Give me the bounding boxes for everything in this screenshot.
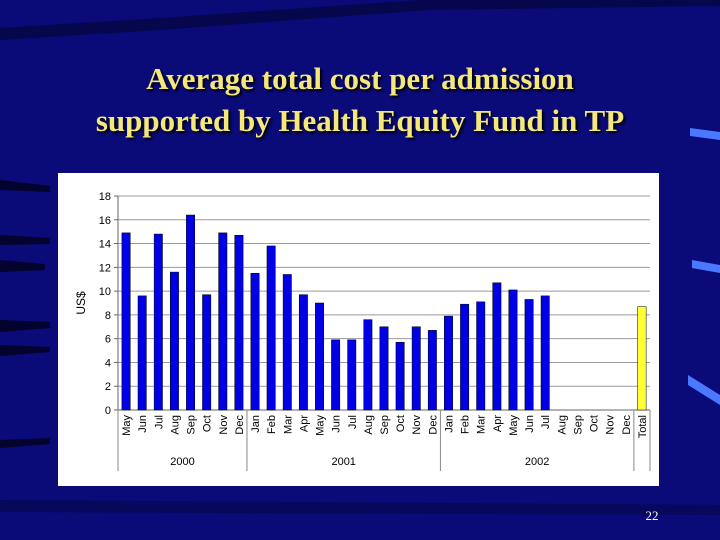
x-tick-label: Jun xyxy=(137,415,149,433)
x-tick-label: Apr xyxy=(492,415,504,432)
y-axis-label: US$ xyxy=(74,291,88,315)
y-tick-label: 0 xyxy=(105,405,111,417)
chart-panel: 0 2 4 6 8 10 12 14 16 18 US$ May Jun Jul Aug Sep Oct Nov D… xyxy=(58,173,659,486)
bar xyxy=(282,274,292,411)
x-tick-label: Oct xyxy=(202,415,214,432)
x-tick-label: May xyxy=(315,415,327,436)
x-tick-label: Dec xyxy=(427,415,439,435)
bar xyxy=(137,295,147,411)
x-tick-label: Jan xyxy=(250,415,262,433)
year-label: 2001 xyxy=(331,456,355,468)
bar-total xyxy=(637,306,647,411)
x-tick-label: Sep xyxy=(186,415,198,435)
x-tick-label: Jun xyxy=(524,415,536,433)
year-label: 2000 xyxy=(170,456,194,468)
bar xyxy=(379,326,389,411)
x-tick-label: Dec xyxy=(621,415,633,435)
page-number: 22 xyxy=(645,508,659,523)
bar xyxy=(444,315,453,411)
slide-title: Average total cost per admission support… xyxy=(0,58,720,142)
bar xyxy=(186,214,195,411)
bar xyxy=(315,302,324,411)
y-tick-label: 18 xyxy=(99,191,111,203)
year-label: 2002 xyxy=(525,456,549,468)
x-tick-label: Sep xyxy=(572,415,584,435)
x-tick-label: Jul xyxy=(540,415,552,429)
x-tick-label: Dec xyxy=(234,415,246,435)
bar xyxy=(169,271,179,411)
bar xyxy=(266,245,276,411)
x-tick-label: Aug xyxy=(169,415,181,435)
x-tick-label: Nov xyxy=(411,415,423,435)
bar xyxy=(347,339,357,411)
bar xyxy=(524,299,534,411)
x-tick-label: Oct xyxy=(589,415,601,432)
bar xyxy=(202,294,212,411)
bar xyxy=(427,330,437,411)
bar xyxy=(411,326,421,411)
y-tick-label: 16 xyxy=(99,215,111,227)
bar-chart: 0 2 4 6 8 10 12 14 16 18 US$ May Jun Jul Aug Sep Oct Nov D… xyxy=(74,191,651,471)
x-tick-label: Mar xyxy=(282,415,294,434)
x-tick-label: Total xyxy=(637,415,649,438)
slide-title-line-1: Average total cost per admission xyxy=(146,61,574,96)
bar xyxy=(121,232,131,411)
y-tick-label: 4 xyxy=(105,357,111,369)
bar xyxy=(153,233,163,411)
y-tick-label: 14 xyxy=(99,239,111,251)
x-tick-label: Jul xyxy=(347,415,359,429)
x-tick-label: Jun xyxy=(331,415,343,433)
bar xyxy=(492,282,502,411)
x-tick-label: Nov xyxy=(218,415,230,435)
bar xyxy=(250,273,260,411)
x-tick-label: Oct xyxy=(395,415,407,432)
bar xyxy=(218,232,228,411)
bar xyxy=(460,303,470,411)
x-tick-label: May xyxy=(508,415,520,436)
y-tick-label: 6 xyxy=(105,334,111,346)
y-tick-label: 10 xyxy=(99,286,111,298)
x-tick-label: Feb xyxy=(266,415,278,434)
x-tick-label: Mar xyxy=(476,415,488,434)
bar xyxy=(363,319,373,411)
x-tick-label: Nov xyxy=(605,415,617,435)
slide-title-line-2: supported by Health Equity Fund in TP xyxy=(95,103,625,138)
x-tick-label: Apr xyxy=(298,415,310,432)
bar xyxy=(298,294,308,411)
y-tick-label: 12 xyxy=(99,262,111,274)
x-tick-label: Feb xyxy=(460,415,472,434)
x-tick-label: Aug xyxy=(363,415,375,435)
x-tick-label: Jan xyxy=(443,415,455,433)
y-tick-label: 2 xyxy=(105,381,111,393)
bar xyxy=(540,295,550,411)
bar xyxy=(331,339,341,411)
x-tick-label: Jul xyxy=(153,415,165,429)
y-tick-label: 8 xyxy=(105,310,111,322)
bar xyxy=(476,301,486,411)
x-tick-label: Aug xyxy=(556,415,568,435)
bar xyxy=(395,341,405,411)
x-tick-label: May xyxy=(121,415,133,436)
bar xyxy=(508,289,518,411)
bar xyxy=(234,234,244,411)
x-tick-label: Sep xyxy=(379,415,391,435)
